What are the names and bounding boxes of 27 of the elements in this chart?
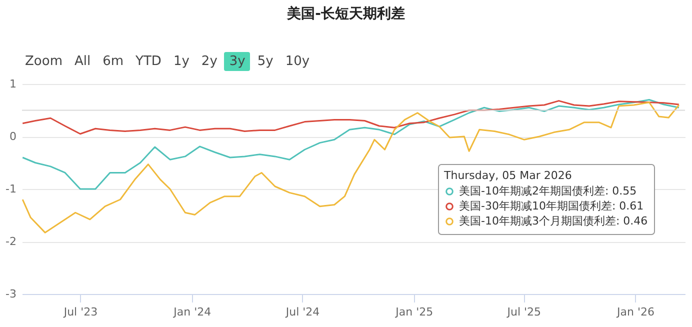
text: 2y <box>200 53 218 71</box>
y-tick-label: 0 <box>10 130 16 143</box>
text: YTD <box>134 53 162 71</box>
text: 3y <box>224 52 250 71</box>
legend-title: Thursday, 05 Mar 2026 <box>443 169 572 182</box>
x-tick-label: Jul '24 <box>284 306 320 318</box>
legend-label: 美国-10年期减2年期国债利差: 0.55 <box>459 184 637 198</box>
line-series <box>22 102 680 234</box>
y-tick-label: 1 <box>10 78 16 90</box>
y-tick-label: -2 <box>6 235 16 248</box>
x-tick-label: Jan '25 <box>394 306 434 318</box>
text: Zoom <box>24 53 64 71</box>
legend-label: 美国-30年期减10年期国债利差: 0.61 <box>459 200 644 212</box>
text: 1y <box>172 53 190 71</box>
x-tick-label: Jan '26 <box>616 306 654 318</box>
text: 5y <box>256 53 274 71</box>
y-tick-label: -1 <box>6 182 16 196</box>
x-tick-label: Jul '23 <box>62 306 98 318</box>
x-tick-label: Jan '24 <box>172 306 212 318</box>
legend-label: 美国-10年期减3个月期国债利差: 0.46 <box>459 214 648 228</box>
x-tick-label: Jul '25 <box>506 306 542 318</box>
text: All <box>73 53 92 71</box>
y-tick-label: -3 <box>6 288 16 300</box>
chart-title: 美国-长短天期利差 <box>286 5 406 23</box>
line-series <box>22 100 680 135</box>
text: 6m <box>102 53 125 71</box>
text: 10y <box>284 53 311 71</box>
